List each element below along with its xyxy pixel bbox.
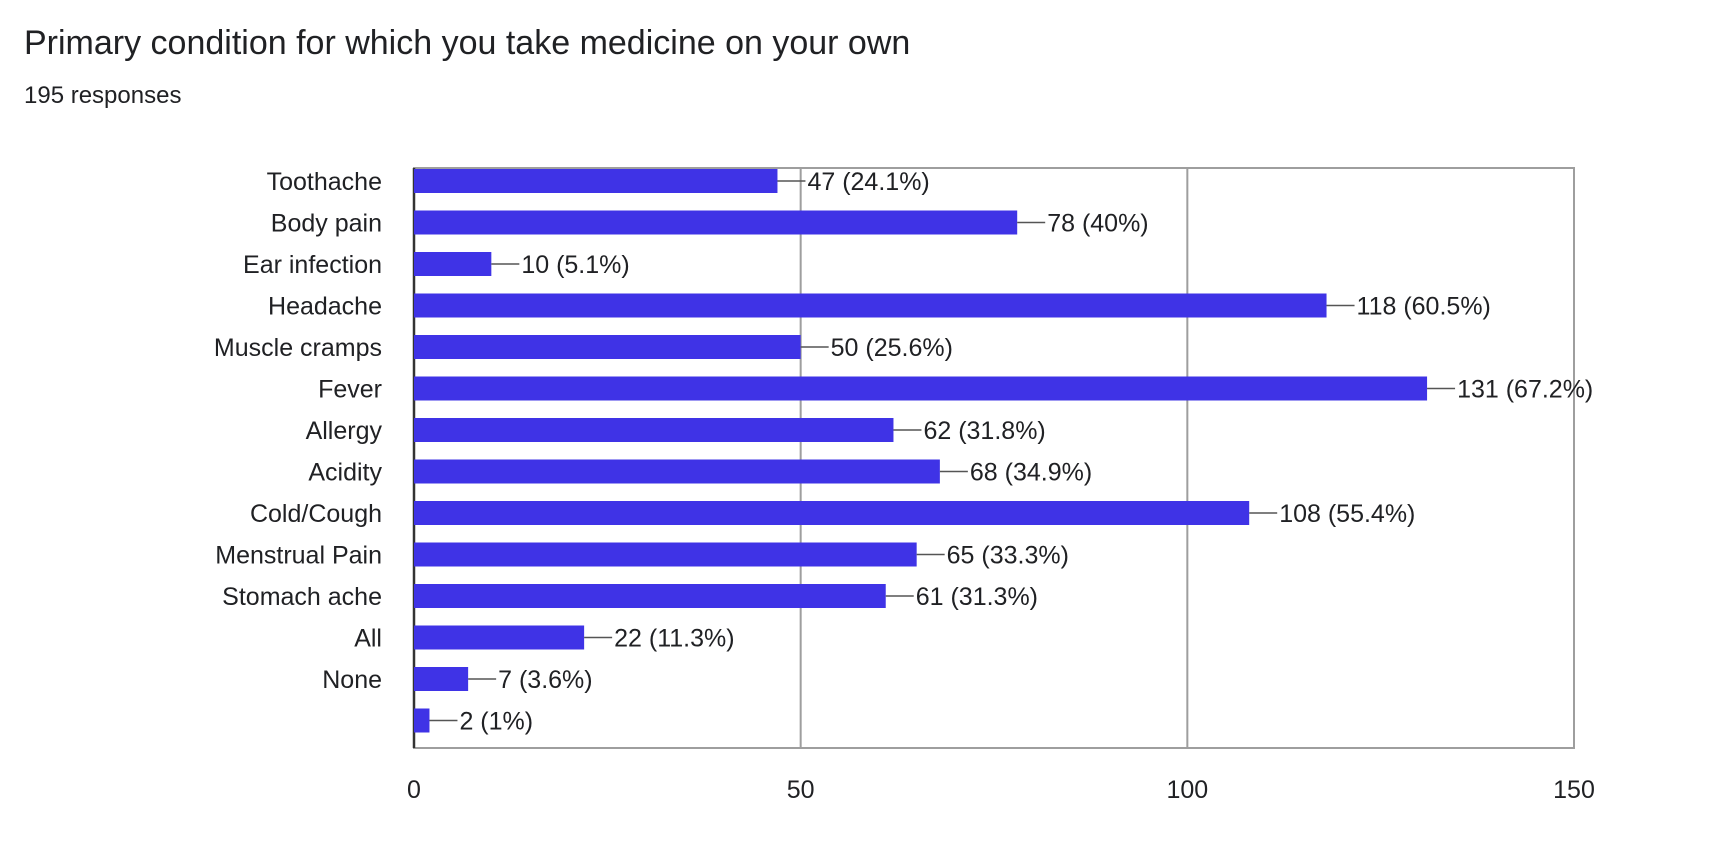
bar: [414, 335, 801, 359]
bar: [414, 542, 917, 567]
category-label: Toothache: [267, 168, 382, 196]
data-label: 2 (1%): [459, 708, 533, 736]
bar: [414, 210, 1018, 235]
category-label: Ear infection: [243, 251, 382, 279]
category-label: Acidity: [308, 459, 382, 487]
bars: [414, 169, 1428, 733]
category-label: Menstrual Pain: [215, 542, 382, 570]
bar: [414, 418, 894, 442]
category-labels: Toothache Body pain Ear infection Headache M…: [214, 168, 383, 694]
category-label: Allergy: [306, 417, 383, 445]
bar: [414, 584, 886, 608]
data-label: 10 (5.1%): [521, 251, 629, 279]
data-label: 68 (34.9%): [970, 459, 1092, 487]
data-label: 62 (31.8%): [923, 417, 1045, 445]
data-label: 22 (11.3%): [614, 625, 734, 653]
chart-title: Primary condition for which you take med…: [24, 24, 911, 62]
category-label: Muscle cramps: [214, 334, 382, 362]
category-label: Headache: [268, 293, 382, 321]
data-label: 131 (67.2%): [1457, 376, 1593, 404]
x-tick-label: 0: [407, 776, 421, 804]
data-label: 7 (3.6%): [498, 666, 592, 694]
bar: [414, 376, 1428, 401]
bar: [414, 501, 1250, 525]
data-label: 108 (55.4%): [1279, 500, 1415, 528]
category-label: Body pain: [271, 210, 382, 238]
category-label: None: [322, 666, 382, 694]
data-label: 50 (25.6%): [831, 334, 953, 362]
x-tick-label: 150: [1553, 776, 1595, 804]
data-label: 47 (24.1%): [807, 168, 929, 196]
bar: [414, 708, 430, 733]
data-label: 78 (40%): [1047, 210, 1148, 238]
x-tick-label: 100: [1166, 776, 1208, 804]
bar: [414, 252, 492, 276]
category-label: Stomach ache: [222, 583, 382, 611]
bar: [414, 667, 469, 691]
data-labels: 47 (24.1%) 78 (40%) 10 (5.1%) 118 (60.5%) 50…: [429, 168, 1593, 736]
category-label: Fever: [318, 376, 382, 404]
x-axis-ticks: 0 50 100 150: [407, 776, 1595, 804]
x-tick-label: 50: [787, 776, 815, 804]
bar: [414, 459, 940, 484]
category-label: Cold/Cough: [250, 500, 382, 528]
data-label: 61 (31.3%): [916, 583, 1038, 611]
bar: [414, 169, 778, 193]
bar: [414, 625, 585, 650]
gridlines: [412, 167, 1575, 749]
category-label: All: [354, 625, 382, 653]
response-count: 195 responses: [24, 82, 182, 109]
data-label: 118 (60.5%): [1357, 293, 1491, 321]
bar: [414, 293, 1327, 318]
data-label: 65 (33.3%): [947, 542, 1069, 570]
